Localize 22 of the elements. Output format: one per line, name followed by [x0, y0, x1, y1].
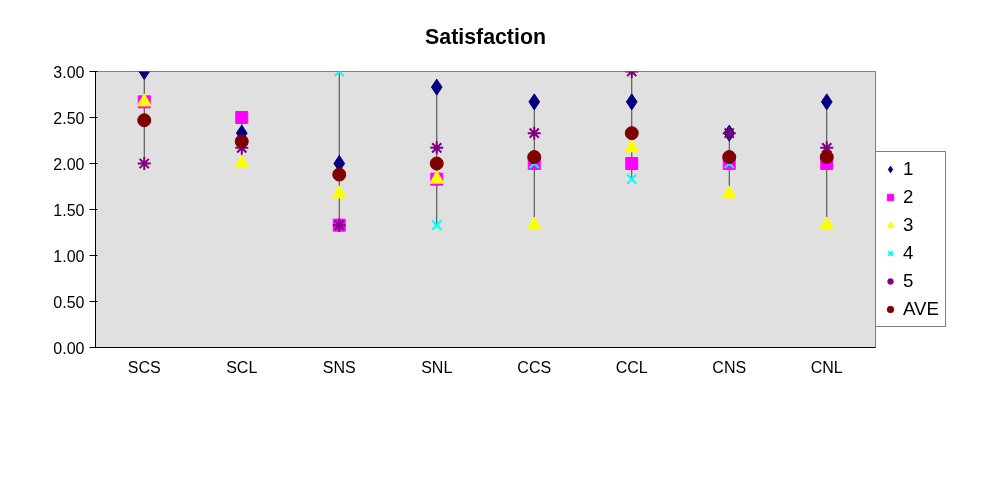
- legend-label: 2: [903, 186, 915, 208]
- legend-label: AVE: [903, 298, 939, 320]
- y-tick-label: 1.00: [53, 247, 85, 265]
- x-tick-label: CCL: [615, 358, 648, 376]
- y-tick-label: 0.00: [53, 339, 85, 357]
- legend-label: 4: [903, 242, 915, 264]
- chart-title: Satisfaction: [425, 25, 546, 49]
- x-tick-label: CNS: [712, 358, 747, 376]
- y-tick-label: 0.50: [53, 293, 85, 311]
- legend-label: 1: [903, 158, 915, 180]
- x-tick-label: CNL: [810, 358, 843, 376]
- y-tick-label: 2.50: [53, 109, 85, 127]
- x-tick-label: SCL: [226, 358, 258, 376]
- y-tick-label: 2.00: [53, 155, 85, 173]
- legend-label: 5: [903, 270, 915, 292]
- y-tick-label: 1.50: [53, 201, 85, 219]
- legend-label: 3: [903, 214, 915, 236]
- x-tick-label: SNS: [322, 358, 356, 376]
- x-tick-label: SNL: [421, 358, 453, 376]
- y-tick-label: 3.00: [53, 63, 85, 81]
- x-tick-label: SCS: [127, 358, 161, 376]
- x-tick-label: CCS: [517, 358, 552, 376]
